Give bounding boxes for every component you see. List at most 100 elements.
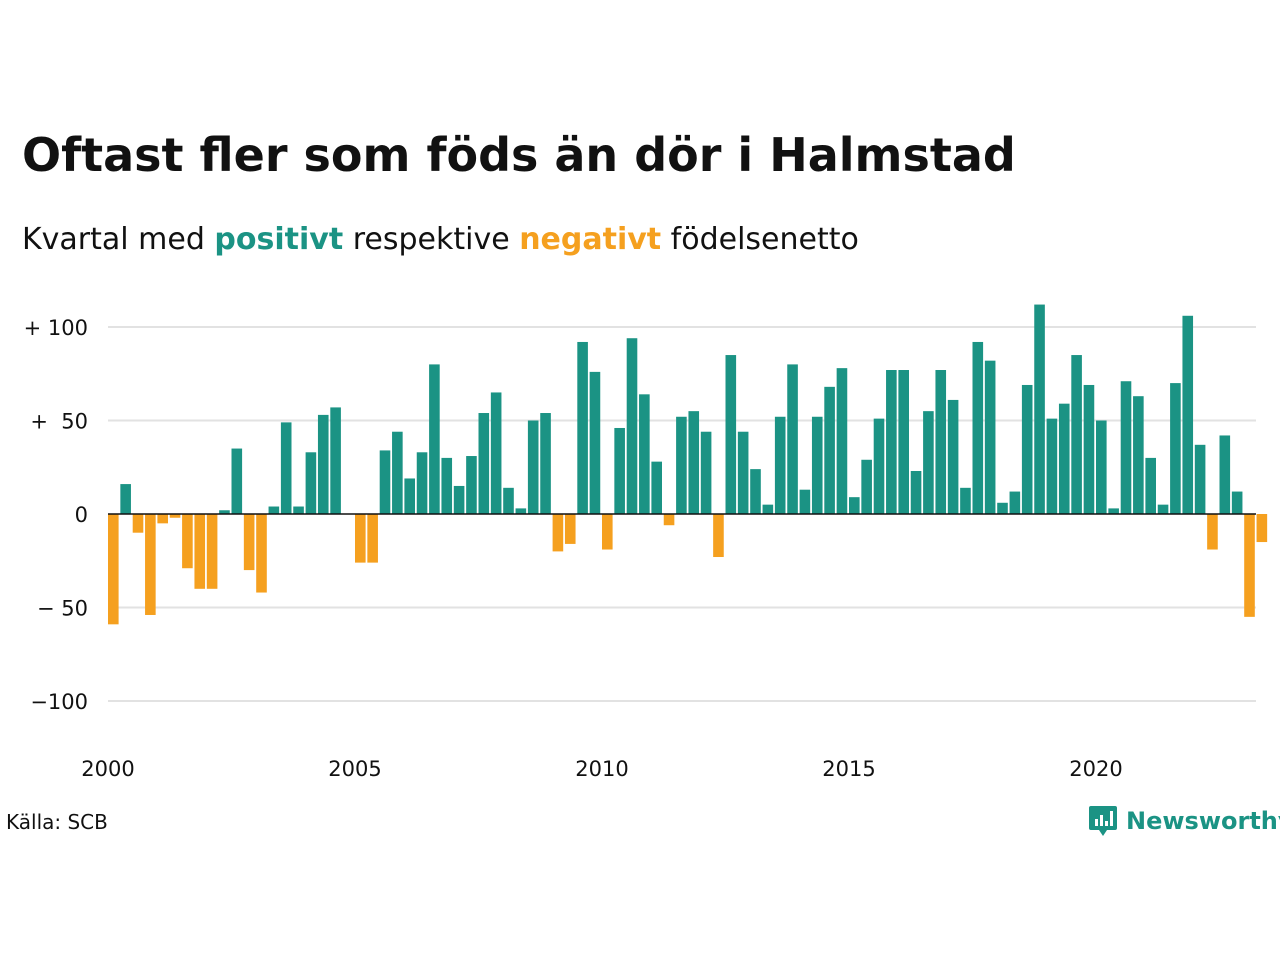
y-tick-label: −100	[30, 690, 88, 714]
subtitle-middle: respektive	[343, 222, 520, 257]
bar-positive	[824, 386, 835, 514]
bar-positive	[1108, 508, 1119, 514]
bar-positive	[490, 392, 502, 514]
bar-positive	[960, 487, 971, 514]
chart-title: Oftast fler som föds än dör i Halmstad	[22, 128, 1016, 182]
bar-positive	[811, 416, 823, 514]
bar-positive	[923, 411, 934, 514]
subtitle-positive: positivt	[214, 222, 344, 257]
bar-positive	[120, 484, 131, 514]
bar-positive	[1170, 383, 1181, 514]
bar-negative	[1256, 514, 1268, 543]
bar-positive	[898, 370, 909, 514]
bar-positive	[861, 459, 872, 514]
bar-positive	[280, 422, 292, 514]
bar-positive	[626, 338, 638, 514]
bar-negative	[367, 514, 378, 563]
bar-positive	[268, 506, 280, 514]
bar-positive	[1231, 491, 1243, 514]
bar-positive	[935, 370, 947, 514]
x-tick-label: 2005	[328, 757, 381, 781]
bar-negative	[157, 514, 168, 524]
bar-positive	[1058, 403, 1070, 514]
bar-positive	[886, 370, 897, 514]
bar-positive	[984, 360, 996, 514]
bar-positive	[231, 448, 243, 514]
bar-positive	[1157, 504, 1169, 514]
bar-negative	[1244, 514, 1255, 617]
subtitle-prefix: Kvartal med	[22, 222, 215, 257]
bar-positive	[774, 416, 786, 514]
bar-positive	[392, 431, 403, 514]
bar-positive	[1083, 384, 1095, 514]
bar-positive	[453, 485, 465, 514]
bar-positive	[762, 504, 774, 514]
bar-negative	[108, 514, 119, 625]
subtitle-negative: negativt	[519, 222, 662, 257]
x-tick-label: 2010	[575, 757, 628, 781]
brand-name: Newsworthy	[1126, 807, 1280, 835]
y-axis-ticks: + 100 + 50 0 − 50 −100	[24, 316, 88, 714]
bar-negative	[256, 514, 267, 593]
bar-positive	[540, 413, 551, 514]
bar-positive	[725, 355, 737, 514]
bar-positive	[1071, 355, 1082, 514]
bar-positive	[293, 506, 304, 514]
x-tick-label: 2000	[81, 757, 134, 781]
bar-positive	[1219, 435, 1231, 514]
bar-positive	[787, 364, 798, 514]
bar-positive	[429, 364, 440, 514]
bar-positive	[478, 413, 490, 514]
bar-positive	[1021, 384, 1033, 514]
bar-negative	[145, 514, 156, 615]
bar-positive	[527, 420, 539, 514]
y-tick-label: + 100	[24, 316, 88, 340]
bar-positive	[651, 461, 662, 514]
x-tick-label: 2020	[1069, 757, 1122, 781]
bar-positive	[589, 371, 601, 514]
bar-positive	[849, 497, 860, 514]
source-label: Källa: SCB	[6, 810, 108, 834]
bar-positive	[503, 487, 514, 514]
bar-positive	[1194, 444, 1206, 514]
bar-positive	[737, 431, 749, 514]
bar-positive	[676, 416, 687, 514]
brand-logo[interactable]: Newsworthy	[1088, 804, 1280, 838]
bar-positive	[1096, 420, 1107, 514]
bar-positive	[1046, 418, 1058, 514]
bar-positive	[873, 418, 885, 514]
bar-positive	[972, 341, 984, 514]
bar-positive	[416, 452, 428, 514]
bar-positive	[614, 427, 625, 514]
y-tick-label: 0	[75, 503, 88, 527]
bar-negative	[552, 514, 564, 552]
bar-positive	[317, 414, 329, 514]
x-tick-label: 2015	[822, 757, 875, 781]
bar-positive	[1034, 304, 1045, 514]
bar-positive	[1009, 491, 1021, 514]
bar-positive	[466, 456, 477, 514]
bar-negative	[1207, 514, 1218, 550]
bar-negative	[243, 514, 255, 571]
bar-positive	[379, 450, 391, 514]
bar-positive	[750, 469, 761, 514]
bar-positive	[305, 452, 317, 514]
bar-negative	[194, 514, 206, 589]
x-axis-ticks: 2000 2005 2010 2015 2020	[81, 757, 1122, 781]
bar-positive	[577, 341, 588, 514]
bar-negative	[132, 514, 144, 533]
bar-positive	[688, 411, 700, 514]
bar-chart: + 100 + 50 0 − 50 −100 2000 2005 2010 2015 2020	[24, 304, 1268, 781]
y-tick-label: + 50	[30, 410, 88, 434]
bar-negative	[355, 514, 366, 563]
chart-subtitle: Kvartal med positivt respektive negativt…	[22, 222, 859, 257]
bar-positive	[515, 508, 527, 514]
bar-positive	[1145, 457, 1156, 514]
bar-positive	[799, 489, 811, 514]
bar-positive	[947, 399, 959, 514]
bar-negative	[169, 514, 181, 518]
bar-positive	[219, 510, 230, 514]
y-tick-label: − 50	[37, 597, 88, 621]
bar-positive	[1133, 396, 1144, 514]
bar-negative	[602, 514, 613, 550]
